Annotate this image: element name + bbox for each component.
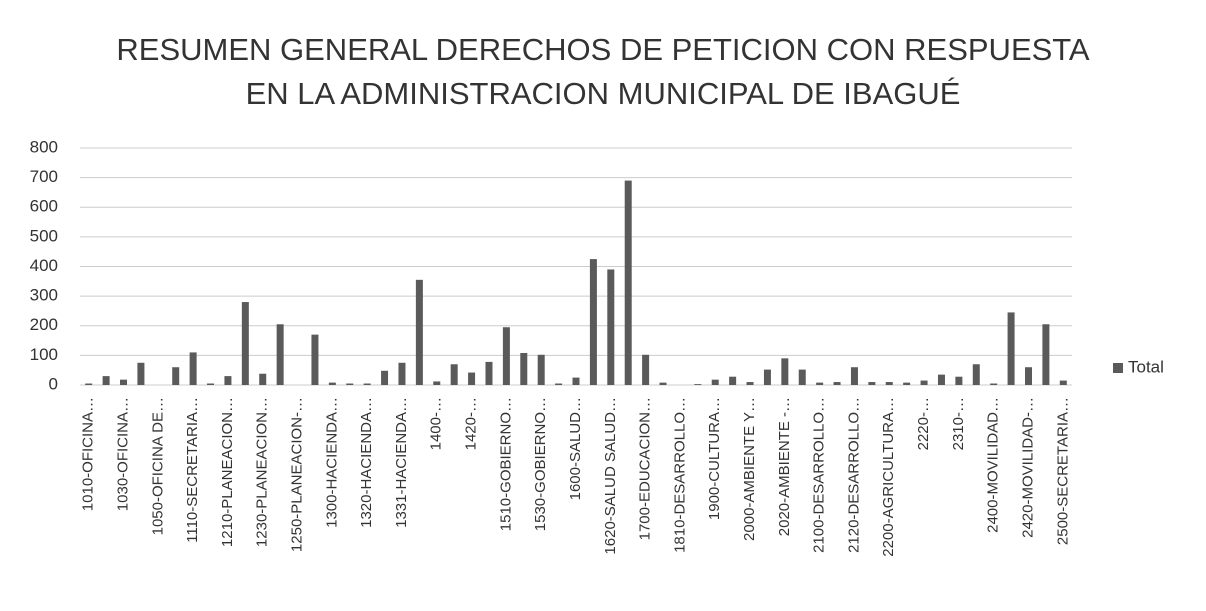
x-tick-label: 1810-DESARROLLO… [671, 397, 688, 553]
bar [642, 354, 650, 385]
bar [937, 374, 945, 385]
bar [572, 377, 580, 385]
bar [555, 383, 563, 385]
bar [1059, 380, 1067, 385]
y-tick-label: 700 [30, 167, 58, 186]
bar [955, 376, 963, 385]
x-tick-label: 2310-… [950, 397, 967, 450]
x-tick-label: 1110-SECRETARIA… [184, 397, 201, 543]
bar [259, 373, 267, 385]
bar [1042, 324, 1050, 385]
bar [763, 369, 771, 385]
bar [990, 383, 998, 385]
bar [537, 354, 545, 385]
bar [468, 372, 476, 385]
bar [120, 379, 128, 385]
bar [972, 364, 980, 385]
x-tick-label: 2020-AMBIENTE -… [776, 397, 793, 536]
x-tick-label: 2220-… [915, 397, 932, 450]
bar [328, 382, 336, 385]
bar [241, 302, 249, 385]
x-tick-label: 1250-PLANEACION-… [289, 397, 306, 552]
bar [224, 376, 232, 385]
x-tick-label: 2120-DESARROLLO… [845, 397, 862, 553]
bar [589, 259, 597, 385]
x-tick-label: 2200-AGRICULTURA… [880, 397, 897, 557]
chart-title: EN LA ADMINISTRACION MUNICIPAL DE IBAGUÉ [246, 76, 961, 111]
x-tick-label: 1230-PLANEACION… [254, 397, 271, 547]
bar [607, 269, 615, 385]
bar [381, 370, 389, 385]
bar [137, 362, 145, 385]
bar [903, 382, 911, 385]
x-tick-label: 1320-HACIENDA… [358, 397, 375, 528]
x-tick-label: 1510-GOBIERNO… [497, 397, 514, 531]
bar [746, 382, 754, 385]
bar [798, 369, 806, 385]
y-tick-label: 300 [30, 286, 58, 305]
x-tick-label: 1030-OFICINA… [114, 397, 131, 511]
y-tick-label: 0 [49, 374, 58, 393]
bar [450, 364, 458, 385]
bar [311, 334, 319, 385]
x-tick-label: 1600-SALUD… [567, 397, 584, 500]
x-tick-label: 1400-… [428, 397, 445, 450]
y-tick-label: 600 [30, 197, 58, 216]
bar [276, 324, 284, 385]
chart-title: RESUMEN GENERAL DERECHOS DE PETICION CON… [116, 32, 1090, 67]
y-tick-label: 500 [30, 226, 58, 245]
bar [189, 352, 197, 385]
bar [102, 376, 110, 385]
x-tick-label: 1050-OFICINA DE… [149, 397, 166, 535]
x-tick-label: 1331-HACIENDA… [393, 397, 410, 528]
x-tick-label: 1420-… [463, 397, 480, 450]
bar [729, 376, 737, 385]
x-tick-label: 2420-MOVILIDAD-… [1019, 397, 1036, 538]
bar [816, 382, 824, 385]
y-tick-label: 800 [30, 137, 58, 156]
bar [711, 379, 719, 385]
x-tick-label: 1530-GOBIERNO… [532, 397, 549, 531]
x-tick-label: 1620-SALUD SALUD… [602, 397, 619, 555]
bar [520, 353, 528, 385]
x-tick-label: 1210-PLANEACION… [219, 397, 236, 547]
x-tick-label: 1900-CULTURA… [706, 397, 723, 520]
y-tick-label: 200 [30, 315, 58, 334]
x-tick-label: 1700-EDUCACION… [637, 397, 654, 540]
bar [415, 279, 423, 385]
bar [781, 358, 789, 385]
bar [659, 382, 667, 385]
bar [1007, 312, 1015, 385]
legend-swatch [1113, 363, 1123, 373]
bar [207, 383, 215, 385]
bar [433, 381, 441, 385]
x-tick-label: 2000-AMBIENTE Y… [741, 397, 758, 541]
bar [885, 382, 893, 385]
bar [398, 362, 406, 385]
bar [694, 384, 702, 385]
x-tick-label: 1300-HACIENDA… [323, 397, 340, 528]
x-tick-label: 2500-SECRETARIA… [1054, 397, 1071, 545]
legend-label: Total [1128, 357, 1164, 376]
bar [502, 327, 510, 385]
bar [920, 380, 928, 385]
bar [868, 382, 876, 385]
bar [85, 383, 93, 385]
bar [485, 361, 493, 385]
x-tick-label: 2100-DESARROLLO… [811, 397, 828, 553]
x-tick-label: 1010-OFICINA… [80, 397, 97, 511]
bar [346, 383, 354, 385]
y-tick-label: 400 [30, 256, 58, 275]
bar [172, 367, 180, 385]
x-tick-label: 2400-MOVILIDAD… [985, 397, 1002, 533]
bar [1024, 367, 1032, 385]
bar [850, 367, 858, 385]
y-tick-label: 100 [30, 345, 58, 364]
bar [363, 383, 371, 385]
bar [833, 382, 841, 385]
bar [624, 180, 632, 385]
